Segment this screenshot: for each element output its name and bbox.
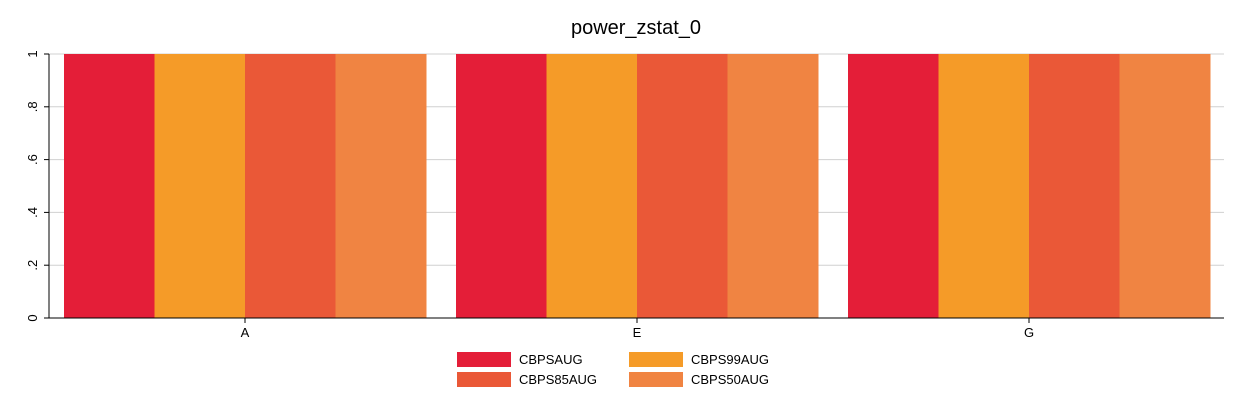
bar-cbpsaug-a bbox=[64, 54, 155, 318]
bar-cbps99aug-a bbox=[154, 54, 246, 318]
legend-label-cbpsaug: CBPSAUG bbox=[519, 352, 583, 367]
legend-label-cbps50aug: CBPS50AUG bbox=[691, 372, 769, 387]
bar-cbps99aug-g bbox=[938, 54, 1030, 318]
bars bbox=[64, 54, 1211, 318]
chart-title: power_zstat_0 bbox=[571, 17, 701, 39]
legend: CBPSAUG CBPS99AUG CBPS85AUG CBPS50AUG bbox=[457, 352, 769, 387]
bar-cbps99aug-e bbox=[546, 54, 638, 318]
y-tick-label: 1 bbox=[25, 50, 40, 57]
axes: 0 .2 .4 .6 .8 1 A E G bbox=[25, 50, 1224, 340]
bar-cbps50aug-a bbox=[335, 54, 427, 318]
bar-cbps85aug-g bbox=[1029, 54, 1120, 318]
x-tick-label: E bbox=[633, 325, 642, 340]
y-tick-label: .8 bbox=[25, 101, 40, 112]
y-tick-label: .2 bbox=[25, 260, 40, 271]
bar-cbpsaug-e bbox=[456, 54, 547, 318]
legend-label-cbps85aug: CBPS85AUG bbox=[519, 372, 597, 387]
x-tick-label: G bbox=[1024, 325, 1034, 340]
legend-swatch-cbps85aug bbox=[457, 372, 511, 387]
x-tick-label: A bbox=[241, 325, 250, 340]
bar-cbps85aug-a bbox=[245, 54, 336, 318]
bar-cbps50aug-g bbox=[1119, 54, 1211, 318]
y-tick-label: .4 bbox=[25, 207, 40, 218]
y-tick-label: .6 bbox=[25, 154, 40, 165]
legend-swatch-cbps99aug bbox=[629, 352, 683, 367]
bar-cbps85aug-e bbox=[637, 54, 728, 318]
y-tick-label: 0 bbox=[25, 314, 40, 321]
bar-cbps50aug-e bbox=[727, 54, 819, 318]
bar-cbpsaug-g bbox=[848, 54, 939, 318]
legend-label-cbps99aug: CBPS99AUG bbox=[691, 352, 769, 367]
legend-swatch-cbps50aug bbox=[629, 372, 683, 387]
legend-swatch-cbpsaug bbox=[457, 352, 511, 367]
